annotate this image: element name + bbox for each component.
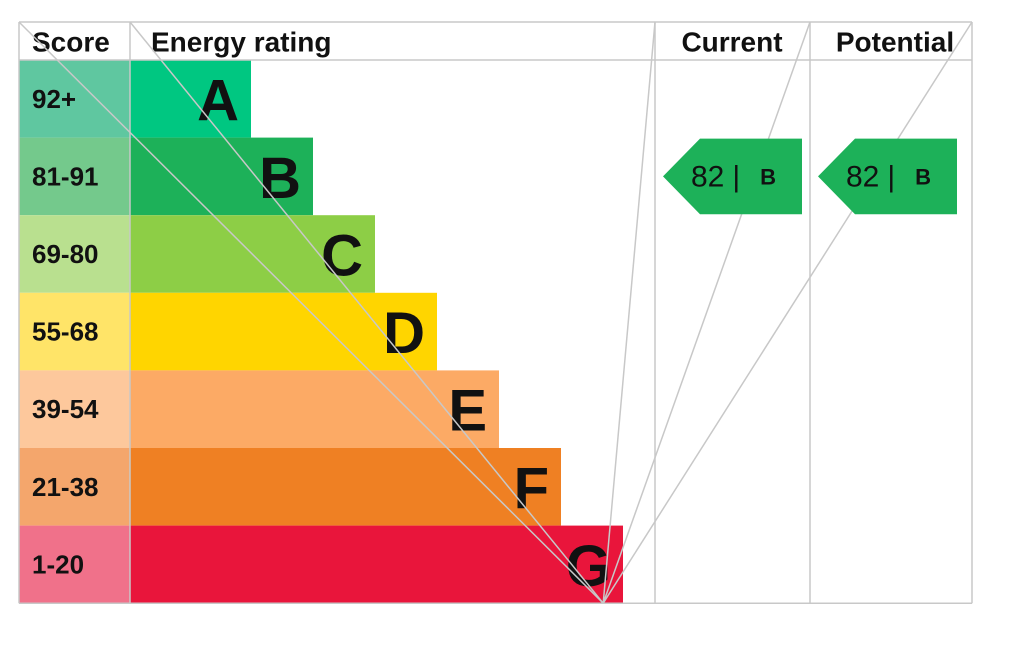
rating-letter: F xyxy=(514,456,549,521)
rating-letter: D xyxy=(383,301,425,366)
rating-bar xyxy=(130,137,313,216)
score-cell xyxy=(19,137,130,216)
arrow-value: 82 xyxy=(846,160,879,193)
rating-bar xyxy=(130,60,251,138)
rating-bar xyxy=(130,525,623,604)
rating-bar xyxy=(130,292,437,371)
table-border xyxy=(602,21,656,604)
rating-arrow xyxy=(663,138,802,215)
score-label: 1-20 xyxy=(32,549,84,579)
rating-letter: B xyxy=(259,146,301,211)
score-label: 81-91 xyxy=(32,161,99,191)
header-score: Score xyxy=(32,27,110,58)
score-label: 69-80 xyxy=(32,239,99,269)
header-current: Current xyxy=(681,27,782,58)
table-border xyxy=(129,21,604,604)
table-border xyxy=(602,21,811,604)
arrow-letter: B xyxy=(760,164,776,189)
score-cell xyxy=(19,448,130,526)
score-label: 39-54 xyxy=(32,394,99,424)
rating-arrow xyxy=(818,138,957,215)
arrow-label: 82 | B xyxy=(846,160,931,193)
rating-letter: A xyxy=(197,68,239,133)
table-border xyxy=(18,21,604,604)
score-cell xyxy=(19,525,130,604)
score-cell xyxy=(19,215,130,293)
arrow-label: 82 | B xyxy=(691,160,776,193)
score-cell xyxy=(19,292,130,371)
arrow-separator: | xyxy=(887,160,895,193)
header-rating: Energy rating xyxy=(151,27,331,58)
header-potential: Potential xyxy=(836,27,954,58)
rating-letter: C xyxy=(321,224,363,289)
rating-bar xyxy=(130,370,499,448)
arrow-value: 82 xyxy=(691,160,724,193)
arrow-letter: B xyxy=(915,164,931,189)
table-border xyxy=(602,21,973,604)
score-label: 21-38 xyxy=(32,472,99,502)
arrow-separator: | xyxy=(732,160,740,193)
score-label: 55-68 xyxy=(32,317,99,347)
score-cell xyxy=(19,370,130,448)
score-label: 92+ xyxy=(32,84,76,114)
rating-bar xyxy=(130,448,561,526)
rating-letter: E xyxy=(448,379,487,444)
score-cell xyxy=(19,60,130,138)
